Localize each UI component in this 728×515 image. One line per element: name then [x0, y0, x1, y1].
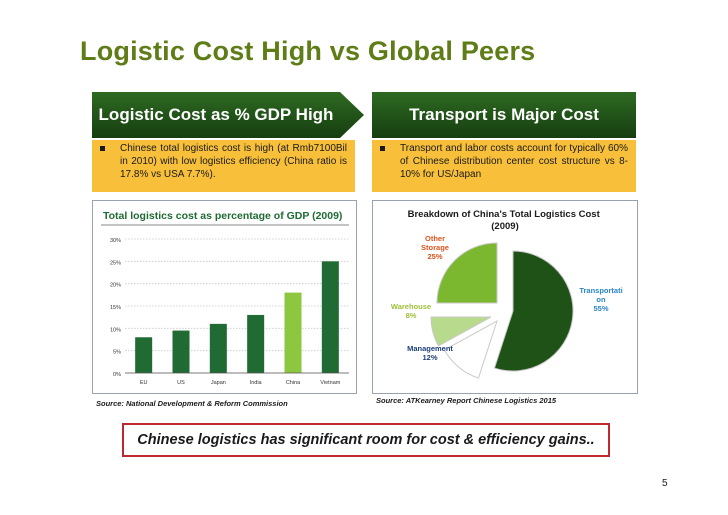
- bar-y-tick-label: 5%: [113, 350, 121, 356]
- bar-x-tick-label: Vietnam: [320, 380, 340, 386]
- pie-value-label: 55%: [593, 304, 608, 313]
- pie-label-other-storage: Other Storage 25%: [421, 234, 449, 261]
- bar-y-tick-label: 10%: [110, 327, 121, 333]
- bar-eu: [135, 337, 153, 373]
- right-bullet-box: Transport and labor costs account for ty…: [372, 140, 636, 192]
- pie-chart-title-line-2: (2009): [491, 221, 518, 232]
- bar-chart-title: Total logistics cost as percentage of GD…: [103, 210, 342, 222]
- left-bullet-text: Chinese total logistics cost is high (at…: [120, 143, 347, 180]
- pie-label-transportation: Transportati on 55%: [579, 286, 622, 313]
- pie-chart-frame: Breakdown of China's Total Logistics Cos…: [372, 200, 638, 394]
- pie-chart-title: Breakdown of China's Total Logistics Cos…: [408, 209, 603, 232]
- pie-slice-transportation: [493, 250, 574, 372]
- bar-y-tick-label: 30%: [110, 238, 121, 244]
- left-banner-text: Logistic Cost as % GDP High: [98, 105, 334, 124]
- bullet-square-icon: [380, 146, 385, 151]
- bar-y-tick-label: 20%: [110, 283, 121, 289]
- bar-x-tick-label: Japan: [211, 380, 226, 386]
- left-bullet-box: Chinese total logistics cost is high (at…: [92, 140, 355, 192]
- bar-vietnam: [321, 261, 339, 373]
- bar-x-tick-label: EU: [140, 380, 148, 386]
- pie-label-line: Other: [425, 234, 445, 243]
- pie-value-label: 12%: [422, 353, 437, 362]
- pie-slice-management: [443, 319, 498, 379]
- right-banner-arrow-shape: [372, 92, 636, 138]
- left-source-note: Source: National Development & Reform Co…: [96, 399, 288, 408]
- bar-japan: [209, 323, 227, 373]
- slide-title: Logistic Cost High vs Global Peers: [80, 36, 536, 66]
- pie-label-warehouse: Warehouse 8%: [391, 302, 431, 320]
- bar-x-tick-label: India: [250, 380, 263, 386]
- pie-label-line: Transportati: [579, 286, 622, 295]
- pie-value-label: 8%: [406, 311, 417, 320]
- right-banner: Transport is Major Cost: [372, 92, 636, 138]
- pie-chart-title-line-1: Breakdown of China's Total Logistics Cos…: [408, 209, 601, 220]
- left-banner-arrow-shape: [92, 92, 364, 138]
- right-bullet-text: Transport and labor costs account for ty…: [400, 143, 628, 180]
- bar-china: [284, 292, 302, 373]
- pie-chart: Breakdown of China's Total Logistics Cos…: [391, 209, 623, 379]
- bar-chart: Total logistics cost as percentage of GD…: [101, 210, 349, 386]
- bar-y-tick-label: 0%: [113, 372, 121, 378]
- conclusion-callout: Chinese logistics has significant room f…: [122, 423, 610, 457]
- bar-x-tick-label: China: [286, 380, 301, 386]
- page-number: 5: [662, 478, 668, 489]
- right-banner-text: Transport is Major Cost: [409, 105, 599, 124]
- bar-y-tick-label: 25%: [110, 260, 121, 266]
- pie-slice-warehouse: [430, 316, 492, 347]
- bar-us: [172, 330, 190, 373]
- pie-label-line: Storage: [421, 243, 449, 252]
- conclusion-text: Chinese logistics has significant room f…: [137, 432, 595, 448]
- bar-x-tick-label: US: [177, 380, 185, 386]
- pie-label-management: Management 12%: [407, 344, 453, 362]
- pie-value-label: 25%: [427, 252, 442, 261]
- pie-slice-other-storage: [436, 242, 498, 304]
- pie-label-line: Warehouse: [391, 302, 431, 311]
- left-banner: Logistic Cost as % GDP High: [92, 92, 364, 138]
- right-source-note: Source: ATKearney Report Chinese Logisti…: [376, 396, 557, 405]
- pie-label-line: on: [596, 295, 606, 304]
- bullet-square-icon: [100, 146, 105, 151]
- bar-chart-frame: Total logistics cost as percentage of GD…: [92, 200, 357, 394]
- bar-india: [247, 314, 265, 373]
- bar-y-tick-label: 15%: [110, 305, 121, 311]
- pie-label-line: Management: [407, 344, 453, 353]
